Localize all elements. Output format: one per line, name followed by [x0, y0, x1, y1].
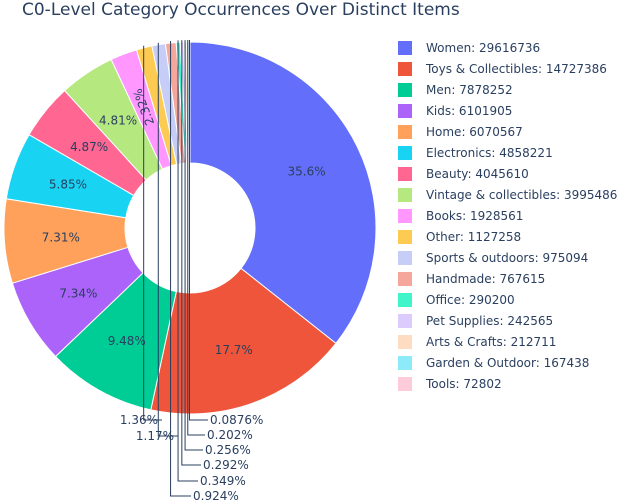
slice-label-outside: 0.924% — [193, 489, 239, 503]
legend-label: Pet Supplies: 242565 — [426, 314, 553, 328]
legend-label: Office: 290200 — [426, 293, 515, 307]
legend-label: Books: 1928561 — [426, 209, 523, 223]
slice-label-outside: 0.256% — [205, 443, 251, 457]
leader-line — [187, 40, 205, 436]
slice-label: 4.87% — [70, 140, 108, 154]
legend-swatch — [398, 62, 412, 76]
legend-label: Women: 29616736 — [426, 41, 540, 55]
slice-label: 4.81% — [99, 113, 137, 127]
legend-swatch — [398, 230, 412, 244]
leader-line — [188, 40, 208, 421]
legend-label: Sports & outdoors: 975094 — [426, 251, 588, 265]
slice-label-outside: 0.202% — [207, 428, 253, 442]
legend[interactable]: Women: 29616736 Toys & Collectibles: 1472… — [398, 41, 617, 391]
slice-label-outside: 0.0876% — [210, 413, 263, 427]
legend-swatch — [398, 251, 412, 265]
legend-swatch — [398, 167, 412, 181]
legend-item[interactable]: Office: 290200 — [398, 293, 515, 307]
leader-line — [177, 40, 198, 482]
legend-label: Toys & Collectibles: 14727386 — [425, 62, 607, 76]
legend-swatch — [398, 314, 412, 328]
slice-label: 9.48% — [108, 334, 146, 348]
slice-label: 5.85% — [49, 178, 87, 192]
slice-label: 17.7% — [215, 343, 253, 357]
legend-swatch — [398, 188, 412, 202]
slice-label: 7.31% — [42, 230, 80, 244]
slice-label: 35.6% — [287, 165, 325, 179]
legend-item[interactable]: Arts & Crafts: 212711 — [398, 335, 556, 349]
legend-label: Beauty: 4045610 — [426, 167, 529, 181]
slice-toys-collectibles[interactable] — [150, 267, 337, 415]
legend-item[interactable]: Vintage & collectibles: 3995486 — [398, 188, 617, 202]
slice-label-outside: 0.292% — [203, 458, 249, 472]
leader-line — [143, 45, 162, 421]
leader-line — [170, 41, 191, 497]
slice-label-outside: 1.36% — [120, 413, 158, 427]
leader-lines-group — [143, 40, 208, 497]
legend-item[interactable]: Books: 1928561 — [398, 209, 523, 223]
legend-item[interactable]: Toys & Collectibles: 14727386 — [398, 62, 607, 76]
leader-line — [181, 40, 201, 466]
legend-item[interactable]: Pet Supplies: 242565 — [398, 314, 553, 328]
legend-label: Garden & Outdoor: 167438 — [426, 356, 589, 370]
legend-label: Other: 1127258 — [426, 230, 521, 244]
legend-label: Kids: 6101905 — [426, 104, 512, 118]
slice-label-outside: 0.349% — [200, 474, 246, 488]
legend-swatch — [398, 209, 412, 223]
legend-label: Arts & Crafts: 212711 — [426, 335, 556, 349]
legend-swatch — [398, 41, 412, 55]
legend-label: Handmade: 767615 — [426, 272, 545, 286]
legend-swatch — [398, 125, 412, 139]
legend-label: Men: 7878252 — [426, 83, 513, 97]
chart-title: C0-Level Category Occurrences Over Disti… — [22, 0, 460, 20]
legend-item[interactable]: Home: 6070567 — [398, 125, 523, 139]
legend-item[interactable]: Electronics: 4858221 — [398, 146, 553, 160]
legend-item[interactable]: Beauty: 4045610 — [398, 167, 529, 181]
legend-swatch — [398, 377, 412, 391]
slice-label-outside: 1.17% — [136, 429, 174, 443]
legend-swatch — [398, 272, 412, 286]
legend-item[interactable]: Women: 29616736 — [398, 41, 540, 55]
slice-label: 7.34% — [59, 287, 97, 301]
leader-line — [184, 40, 203, 451]
slice-women[interactable] — [189, 41, 377, 345]
legend-swatch — [398, 146, 412, 160]
legend-label: Vintage & collectibles: 3995486 — [426, 188, 617, 202]
legend-label: Tools: 72802 — [425, 377, 502, 391]
legend-label: Electronics: 4858221 — [426, 146, 553, 160]
legend-item[interactable]: Tools: 72802 — [398, 377, 502, 391]
legend-item[interactable]: Men: 7878252 — [398, 83, 513, 97]
legend-item[interactable]: Handmade: 767615 — [398, 272, 545, 286]
legend-swatch — [398, 83, 412, 97]
legend-swatch — [398, 293, 412, 307]
legend-label: Home: 6070567 — [426, 125, 523, 139]
legend-item[interactable]: Kids: 6101905 — [398, 104, 512, 118]
legend-item[interactable]: Garden & Outdoor: 167438 — [398, 356, 589, 370]
leader-line — [157, 42, 178, 437]
legend-swatch — [398, 356, 412, 370]
legend-swatch — [398, 335, 412, 349]
legend-item[interactable]: Sports & outdoors: 975094 — [398, 251, 588, 265]
slices-group — [3, 41, 377, 415]
legend-swatch — [398, 104, 412, 118]
legend-item[interactable]: Other: 1127258 — [398, 230, 521, 244]
